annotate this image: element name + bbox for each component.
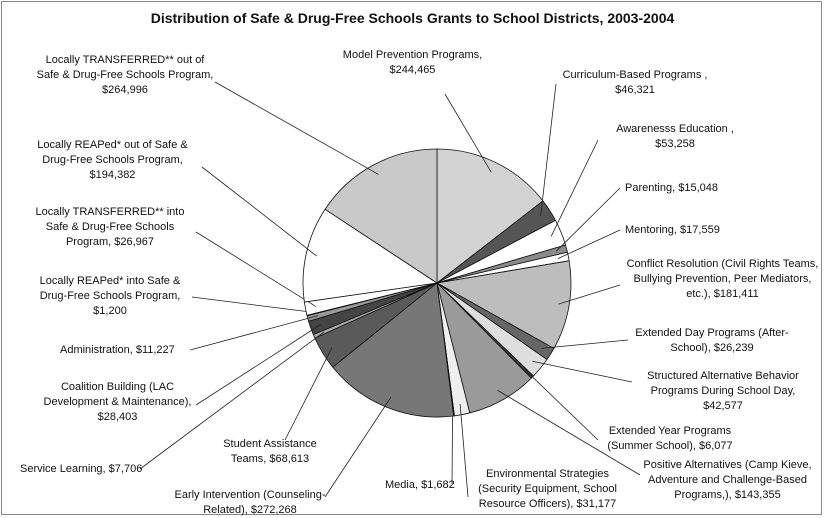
leader-line	[558, 284, 621, 305]
slice-label: Locally REAPed* out of Safe & Drug-Free …	[25, 138, 200, 183]
category-label: Locally TRANSFERRED** out of Safe & Drug…	[36, 54, 214, 81]
category-label: Model Prevention Programs,	[342, 49, 483, 61]
leader-line	[195, 324, 322, 406]
value-label: $42,577	[703, 400, 743, 412]
value-label: $68,613	[269, 453, 310, 465]
slice-label: Mentoring, $17,559	[625, 223, 745, 238]
slice-label: Service Learning, $7,706	[20, 462, 145, 477]
category-label: Awarenesss Education ,	[616, 123, 734, 135]
category-label: Parenting,	[625, 182, 676, 194]
slice-label: Media, $1,682	[385, 478, 465, 493]
category-label: Student Assistance Teams,	[223, 438, 317, 465]
leader-line	[284, 347, 333, 441]
value-label: $194,382	[89, 169, 136, 181]
category-label: Early Intervention (Counseling-Related),	[174, 489, 326, 516]
leader-line	[214, 81, 379, 175]
pie-slice	[332, 282, 455, 418]
category-label: Locally REAPed* out of Safe & Drug-Free …	[37, 139, 188, 166]
slice-label: Parenting, $15,048	[625, 181, 745, 196]
value-label: $31,177	[576, 498, 617, 510]
value-label: $15,048	[678, 182, 718, 194]
leader-line	[524, 369, 599, 441]
value-label: $1,682	[421, 479, 455, 491]
slice-label: Administration, $11,227	[60, 343, 200, 358]
category-label: Conflict Resolution (Civil Rights Teams,…	[626, 258, 819, 300]
slice-label: Locally TRANSFERRED** into Safe & Drug-F…	[25, 205, 195, 250]
pie-slice	[435, 260, 572, 349]
value-label: $272,268	[250, 504, 297, 516]
category-label: Locally TRANSFERRED** into Safe & Drug-F…	[35, 206, 185, 248]
category-label: Mentoring,	[625, 224, 677, 236]
leader-line	[532, 360, 633, 383]
pie-slice	[324, 148, 438, 284]
category-label: Positive Alternatives (Camp Kieve, Adven…	[643, 459, 812, 501]
slice-label: Coalition Building (LAC Development & Ma…	[35, 380, 200, 425]
slice-label: Locally REAPed* into Safe & Drug-Free Sc…	[25, 274, 195, 319]
value-label: $264,996	[102, 84, 148, 96]
value-label: $244,465	[389, 64, 436, 76]
category-label: Environmental Strategies (Security Equip…	[478, 468, 617, 510]
pie-slice	[436, 148, 544, 284]
leader-line	[189, 315, 319, 351]
slice-label: Environmental Strategies (Security Equip…	[465, 467, 630, 512]
leader-line	[444, 93, 492, 173]
leader-line	[451, 405, 454, 485]
category-label: Curriculum-Based Programs ,	[562, 69, 708, 81]
slice-label: Structured Alternative Behavior Programs…	[638, 369, 808, 414]
leader-line	[139, 331, 325, 470]
value-label: $46,321	[615, 84, 655, 96]
category-label: Service Learning,	[20, 463, 106, 475]
value-label: $17,559	[680, 224, 720, 236]
leader-line	[195, 231, 317, 307]
category-label: Extended Day Programs (After-School),	[635, 327, 789, 354]
leader-line	[555, 187, 621, 252]
slice-label: Conflict Resolution (Civil Rights Teams,…	[625, 257, 820, 302]
slice-label: Awarenesss Education , $53,258	[610, 122, 740, 152]
leader-line	[550, 139, 599, 237]
leader-line	[459, 404, 469, 498]
leader-line	[541, 339, 629, 349]
value-label: $11,227	[135, 344, 175, 356]
slice-label: Model Prevention Programs, $244,465	[330, 48, 495, 78]
category-label: Extended Year Programs (Summer School),	[607, 425, 732, 452]
category-label: Media,	[385, 479, 419, 491]
chart-title: Distribution of Safe & Drug-Free Schools…	[150, 10, 675, 26]
slice-label: Student Assistance Teams, $68,613	[210, 437, 330, 467]
value-label: $53,258	[655, 138, 695, 150]
leader-line	[497, 390, 641, 476]
pie-slice	[302, 208, 439, 303]
leader-line	[324, 397, 392, 498]
slice-label: Positive Alternatives (Camp Kieve, Adven…	[640, 458, 815, 503]
value-label: $181,411	[713, 288, 759, 300]
slice-label: Early Intervention (Counseling-Related),…	[160, 488, 340, 518]
value-label: $7,706	[108, 463, 143, 475]
slice-label: Curriculum-Based Programs , $46,321	[555, 68, 715, 98]
value-label: $26,967	[114, 236, 155, 248]
value-label: $26,239	[713, 342, 754, 354]
category-label: Administration,	[60, 344, 133, 356]
slice-label: Extended Year Programs (Summer School), …	[600, 424, 740, 454]
value-label: $6,077	[699, 440, 733, 452]
leader-line	[540, 83, 557, 217]
category-label: Locally REAPed* into Safe & Drug-Free Sc…	[39, 275, 181, 302]
leader-line	[557, 229, 621, 259]
slice-label: Locally TRANSFERRED** out of Safe & Drug…	[35, 53, 215, 98]
value-label: $1,200	[93, 305, 127, 317]
category-label: Coalition Building (LAC Development & Ma…	[43, 381, 192, 408]
leader-line	[191, 296, 318, 314]
slice-label: Extended Day Programs (After-School), $2…	[632, 326, 792, 356]
value-label: $28,403	[97, 411, 138, 423]
leader-line	[201, 166, 317, 257]
category-label: Structured Alternative Behavior Programs…	[647, 370, 799, 397]
value-label: $143,355	[734, 489, 781, 501]
